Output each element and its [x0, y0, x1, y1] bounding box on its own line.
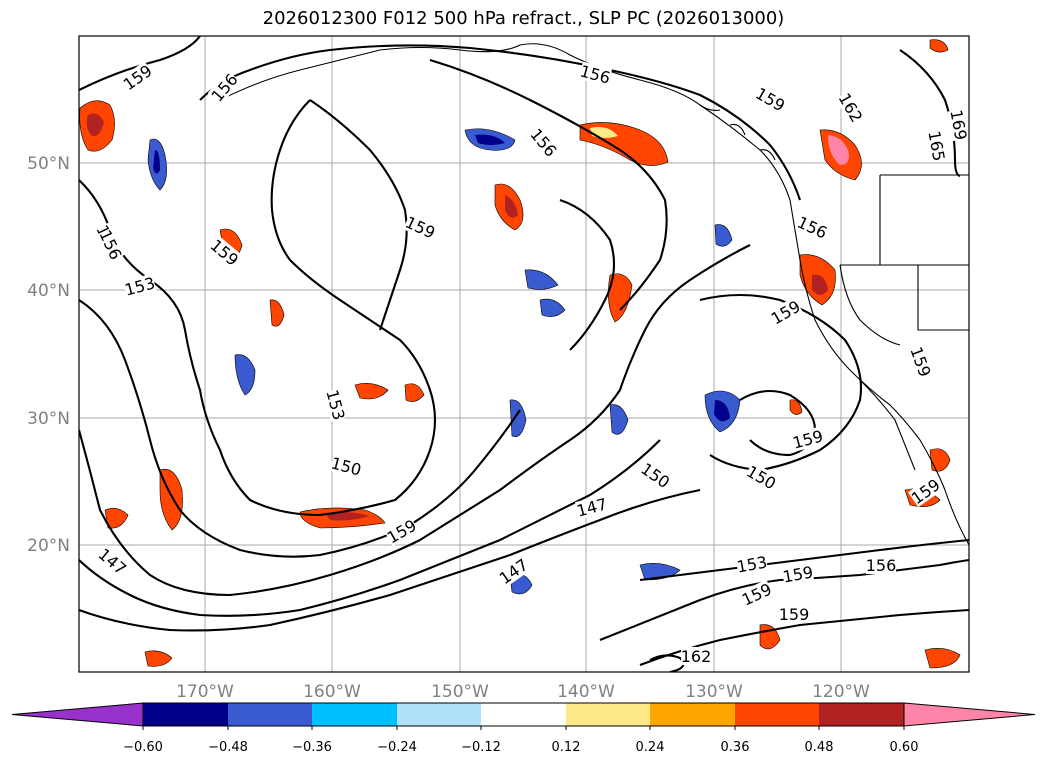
contour-label-bg	[323, 387, 349, 422]
lat-label: 30°N	[27, 409, 70, 429]
slp-contours	[79, 36, 969, 672]
contour-label-bg	[329, 453, 364, 479]
colorbar-frame	[142, 702, 905, 727]
contour-label-bg	[835, 90, 867, 125]
lon-label: 120°W	[812, 682, 870, 702]
contour-label-bg	[739, 579, 774, 609]
contour-label-bg	[735, 552, 769, 576]
colorbar-bin	[312, 703, 397, 726]
chart-title: 2026012300 F012 500 hPa refract., SLP PC…	[262, 8, 785, 29]
contour-label: 159	[779, 605, 810, 624]
colorbar-tick-label: −0.36	[292, 740, 332, 755]
lon-label: 140°W	[557, 682, 615, 702]
colorbar-tick-label: 0.36	[721, 740, 750, 755]
contour-label-bg	[574, 494, 609, 520]
colorbar-bin	[566, 703, 650, 726]
colorbar-tick-label: 0.60	[890, 740, 919, 755]
contour-label-bg	[681, 647, 711, 665]
lat-label: 20°N	[27, 536, 70, 556]
colorbar-tick-label: 0.48	[805, 740, 834, 755]
lon-label: 170°W	[176, 682, 234, 702]
contour-label-bg	[119, 61, 155, 94]
contour-label-bg	[768, 296, 803, 328]
contour-label-bg	[638, 459, 674, 492]
contour-label-bg	[779, 605, 809, 623]
contour-label: 169	[946, 108, 970, 141]
contour-label-bg	[578, 61, 613, 87]
colorbar-bin	[735, 703, 819, 726]
colorbar-tick-label: −0.48	[208, 740, 248, 755]
contour-label: 156	[866, 556, 897, 575]
contour-label-bg	[907, 475, 943, 508]
contour-label-bg	[207, 235, 242, 269]
colorbar-tick-label: −0.12	[461, 740, 501, 755]
colorbar-bin	[228, 703, 312, 726]
colorbar-bin	[397, 703, 481, 726]
contour-label-bg	[403, 212, 438, 242]
lon-label: 160°W	[303, 682, 361, 702]
contour-label-bg	[753, 83, 788, 115]
colorbar-bin	[819, 703, 904, 726]
colorbar-tick-label: −0.24	[377, 740, 417, 755]
contour-label-bg	[925, 129, 949, 163]
plot-frame	[78, 35, 970, 673]
coastlines	[219, 43, 969, 546]
latitude-labels: 50°N 40°N 30°N 20°N	[27, 154, 70, 556]
colorbar-extend-min	[11, 702, 144, 727]
colorbar-tick-label: −0.60	[123, 740, 163, 755]
colorbar-bin	[143, 703, 228, 726]
lat-label: 40°N	[27, 281, 70, 301]
contour-label-bg	[495, 555, 531, 588]
contour-label-bg	[744, 461, 779, 493]
colorbar-extend-max	[903, 702, 1036, 727]
colorbar-tick-label: 0.12	[552, 740, 581, 755]
contour-label-bg	[866, 556, 896, 574]
colorbar-tick-label: 0.24	[636, 740, 665, 755]
contour-label-bg	[207, 70, 241, 105]
contour-label-bg	[795, 212, 830, 242]
longitude-labels: 170°W 160°W 150°W 140°W 130°W 120°W	[176, 682, 870, 702]
lat-label: 50°N	[27, 154, 70, 174]
contour-label-bg	[122, 273, 157, 299]
contour-label-bg	[907, 344, 935, 379]
lon-label: 130°W	[685, 682, 743, 702]
contour-label-bg	[384, 515, 419, 547]
colorbar: −0.60 −0.48 −0.36 −0.24 −0.12 0.12 0.24 0.36 0.4…	[11, 702, 1036, 755]
contour-label-bg	[96, 227, 126, 262]
contour-label-bg	[790, 426, 825, 452]
contour-label-bg	[527, 125, 561, 160]
colorbar-bin	[481, 703, 566, 726]
colorbar-bin	[650, 703, 735, 726]
contour-label-group: 1591561561561591621651591561531591591561…	[92, 61, 970, 666]
contour-label: 162	[681, 647, 712, 666]
contour-label-bg	[95, 544, 130, 578]
lon-label: 150°W	[431, 682, 489, 702]
contour-label-bg	[947, 108, 969, 142]
contour-label-bg	[781, 562, 815, 586]
